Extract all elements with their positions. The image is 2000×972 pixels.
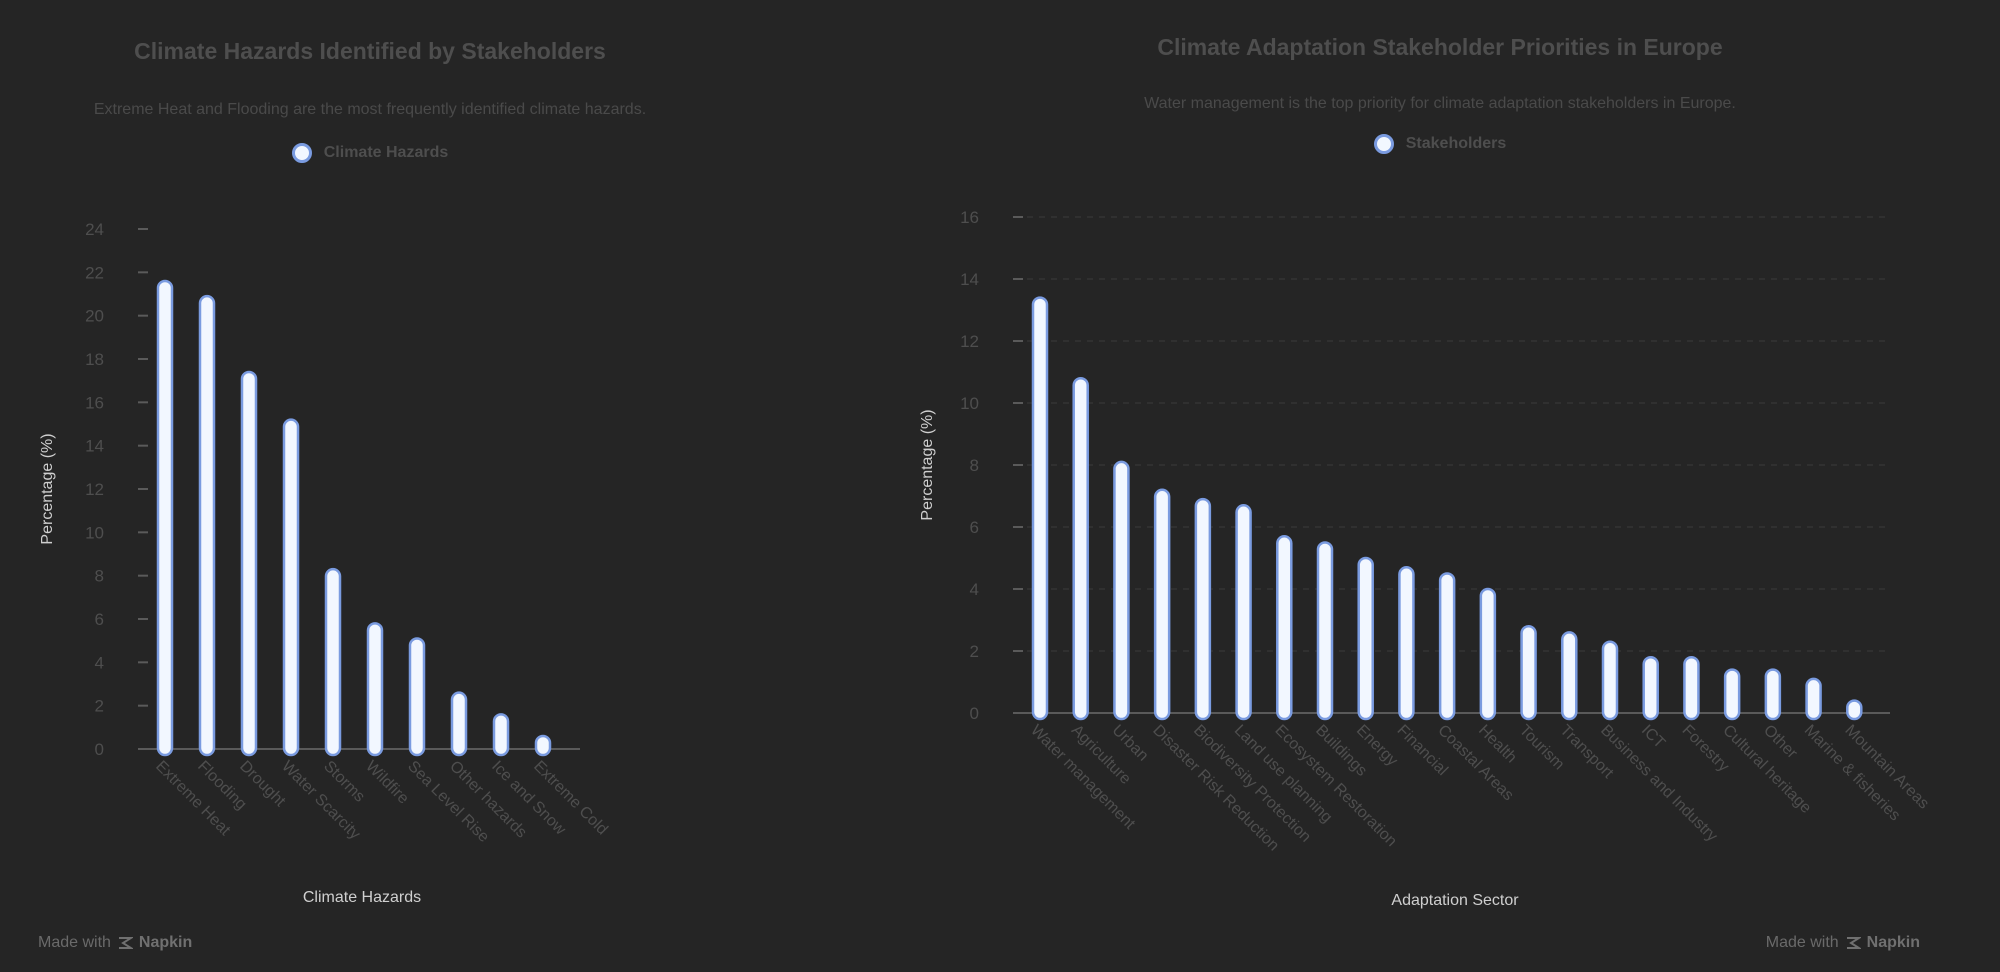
bar-coastal-areas[interactable] bbox=[1438, 572, 1456, 721]
bar-other[interactable] bbox=[1764, 668, 1782, 721]
legend-swatch-icon bbox=[1373, 134, 1394, 154]
bar-forestry[interactable] bbox=[1683, 655, 1700, 721]
y-tick-label: 4 bbox=[95, 653, 104, 672]
bar-disaster-risk-reduction[interactable] bbox=[1153, 488, 1171, 721]
y-tick-label: 20 bbox=[85, 307, 104, 326]
y-tick-label: 16 bbox=[960, 208, 979, 227]
x-tick-label: Ice and Snow bbox=[488, 758, 569, 839]
watermark-prefix: Made with bbox=[1765, 934, 1839, 951]
napkin-logo-icon bbox=[1846, 937, 1861, 949]
napkin-logo-icon bbox=[118, 937, 133, 949]
bar-flooding[interactable] bbox=[198, 294, 216, 757]
bar-financial[interactable] bbox=[1398, 566, 1415, 721]
chart-panel-hazards: Climate Hazards Identified by Stakeholde… bbox=[0, 0, 740, 972]
y-tick-label: 8 bbox=[95, 567, 104, 586]
bar-tourism[interactable] bbox=[1520, 624, 1537, 721]
bar-ecosystem-restoration[interactable] bbox=[1276, 535, 1293, 721]
x-tick-label: Extreme Cold bbox=[530, 758, 611, 839]
bar-agriculture[interactable] bbox=[1072, 376, 1089, 721]
y-tick-label: 22 bbox=[85, 263, 104, 282]
y-tick-label: 14 bbox=[960, 270, 979, 289]
y-tick-label: 24 bbox=[85, 220, 104, 239]
bar-health[interactable] bbox=[1479, 587, 1497, 721]
chart-title: Climate Adaptation Stakeholder Prioritie… bbox=[1157, 34, 1723, 60]
bar-marine-fisheries[interactable] bbox=[1805, 677, 1822, 721]
bar-storms[interactable] bbox=[324, 567, 342, 757]
bar-urban[interactable] bbox=[1113, 460, 1130, 721]
legend[interactable]: Stakeholders bbox=[880, 134, 2000, 154]
x-tick-label: Water Scarcity bbox=[278, 758, 363, 843]
y-tick-label: 16 bbox=[85, 393, 104, 412]
y-tick-label: 2 bbox=[95, 697, 104, 716]
x-tick-label: Extreme Heat bbox=[152, 758, 234, 840]
chart-subtitle: Extreme Heat and Flooding are the most f… bbox=[93, 101, 647, 118]
y-tick-label: 10 bbox=[85, 523, 104, 542]
bar-cultural-heritage[interactable] bbox=[1723, 668, 1741, 721]
x-tick-label: ICT bbox=[1638, 722, 1668, 752]
made-with-napkin-watermark[interactable]: Made with Napkin bbox=[38, 934, 192, 952]
y-tick-label: 0 bbox=[970, 704, 979, 723]
y-tick-label: 2 bbox=[970, 642, 979, 661]
y-tick-label: 4 bbox=[970, 580, 979, 599]
y-tick-label: 8 bbox=[970, 456, 979, 475]
bar-extreme-cold[interactable] bbox=[534, 734, 552, 757]
bar-ice-and-snow[interactable] bbox=[492, 713, 510, 757]
y-tick-label: 0 bbox=[95, 740, 104, 759]
chart-title: Climate Hazards Identified by Stakeholde… bbox=[134, 38, 606, 64]
y-tick-label: 18 bbox=[85, 350, 104, 369]
y-tick-label: 12 bbox=[85, 480, 104, 499]
bar-ict[interactable] bbox=[1642, 655, 1659, 721]
bar-wildfire[interactable] bbox=[366, 622, 384, 757]
x-tick-label: Wildfire bbox=[362, 758, 412, 808]
watermark-brand: Napkin bbox=[1866, 934, 1920, 951]
x-axis-title: Climate Hazards bbox=[303, 889, 421, 906]
y-tick-label: 6 bbox=[970, 518, 979, 537]
legend-label: Climate Hazards bbox=[323, 144, 449, 161]
legend[interactable]: Climate Hazards bbox=[0, 143, 740, 163]
y-axis-title: Percentage (%) bbox=[39, 433, 56, 544]
y-tick-label: 6 bbox=[95, 610, 104, 629]
y-tick-label: 10 bbox=[960, 394, 979, 413]
bar-other-hazards[interactable] bbox=[450, 691, 468, 757]
made-with-napkin-watermark[interactable]: Made with Napkin bbox=[1766, 934, 1920, 952]
bar-drought[interactable] bbox=[240, 370, 258, 757]
bar-sea-level-rise[interactable] bbox=[408, 637, 426, 757]
chart-subtitle: Water management is the top priority for… bbox=[1144, 95, 1736, 112]
bar-water-management[interactable] bbox=[1031, 296, 1049, 721]
bar-transport[interactable] bbox=[1561, 631, 1578, 721]
y-tick-label: 12 bbox=[960, 332, 979, 351]
bar-business-and-industry[interactable] bbox=[1601, 640, 1619, 721]
y-axis-title: Percentage (%) bbox=[919, 409, 936, 520]
bar-energy[interactable] bbox=[1357, 556, 1374, 721]
bar-land-use-planning[interactable] bbox=[1235, 504, 1252, 721]
bar-buildings[interactable] bbox=[1316, 541, 1334, 721]
legend-label: Stakeholders bbox=[1405, 135, 1507, 152]
bar-biodiversity-protection[interactable] bbox=[1194, 497, 1212, 721]
bar-mountain-areas[interactable] bbox=[1846, 699, 1863, 721]
watermark-brand: Napkin bbox=[138, 934, 193, 951]
chart-panel-priorities: Climate Adaptation Stakeholder Prioritie… bbox=[880, 0, 2000, 972]
y-tick-label: 14 bbox=[85, 437, 104, 456]
x-axis-title: Adaptation Sector bbox=[1391, 892, 1519, 909]
watermark-prefix: Made with bbox=[38, 934, 111, 951]
bar-extreme-heat[interactable] bbox=[156, 279, 174, 757]
bar-water-scarcity[interactable] bbox=[282, 418, 300, 757]
legend-swatch-icon bbox=[291, 143, 312, 163]
